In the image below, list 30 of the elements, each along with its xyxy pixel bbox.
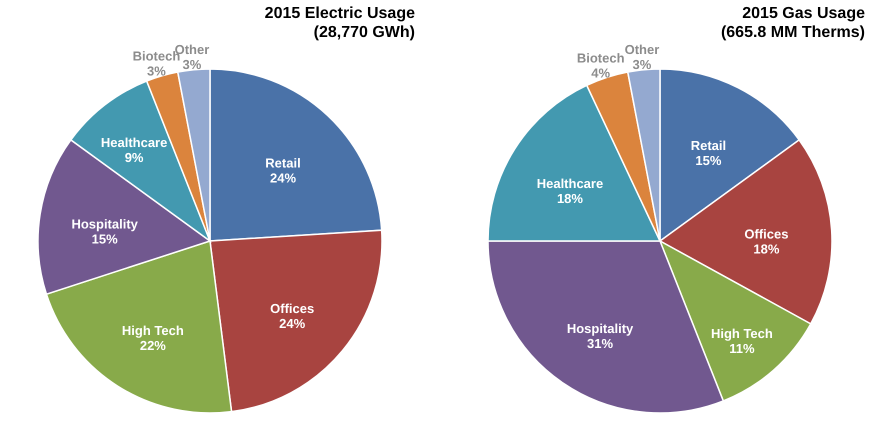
data-label: 31%	[587, 336, 614, 352]
chart-title: 2015 Gas Usage	[742, 4, 866, 22]
data-label: 4%	[591, 65, 610, 80]
data-label: 3%	[632, 56, 652, 72]
data-label: 18%	[556, 190, 584, 206]
data-label: 24%	[279, 316, 306, 331]
slice-label: Retail	[265, 155, 301, 170]
slice-label: Hospitality	[566, 321, 634, 336]
slice-label: High Tech	[122, 323, 184, 338]
data-label: 22%	[140, 338, 166, 354]
slice-label: Offices	[744, 226, 788, 242]
data-label: 3%	[182, 56, 202, 72]
slice-label: Healthcare	[100, 135, 168, 150]
chart-title: 2015 Electric Usage	[264, 4, 416, 22]
data-label: 15%	[92, 231, 118, 246]
data-label: 15%	[695, 152, 722, 168]
slice-label: Other	[624, 42, 660, 57]
chart-subtitle: (665.8 MM Therms)	[720, 24, 865, 41]
data-label: 18%	[753, 241, 780, 256]
data-label: 3%	[147, 64, 166, 79]
data-label: 9%	[124, 150, 144, 166]
data-label: 11%	[729, 340, 755, 356]
chart-subtitle: (28,770 GWh)	[314, 24, 415, 41]
data-label: 24%	[270, 170, 296, 186]
slice-label: High Tech	[710, 326, 773, 341]
slice-label: Offices	[270, 300, 314, 316]
slice-label: Hospitality	[71, 216, 139, 232]
slice-label: Retail	[690, 138, 726, 153]
slice-label: Biotech	[576, 50, 625, 66]
slice-label: Healthcare	[536, 176, 604, 191]
